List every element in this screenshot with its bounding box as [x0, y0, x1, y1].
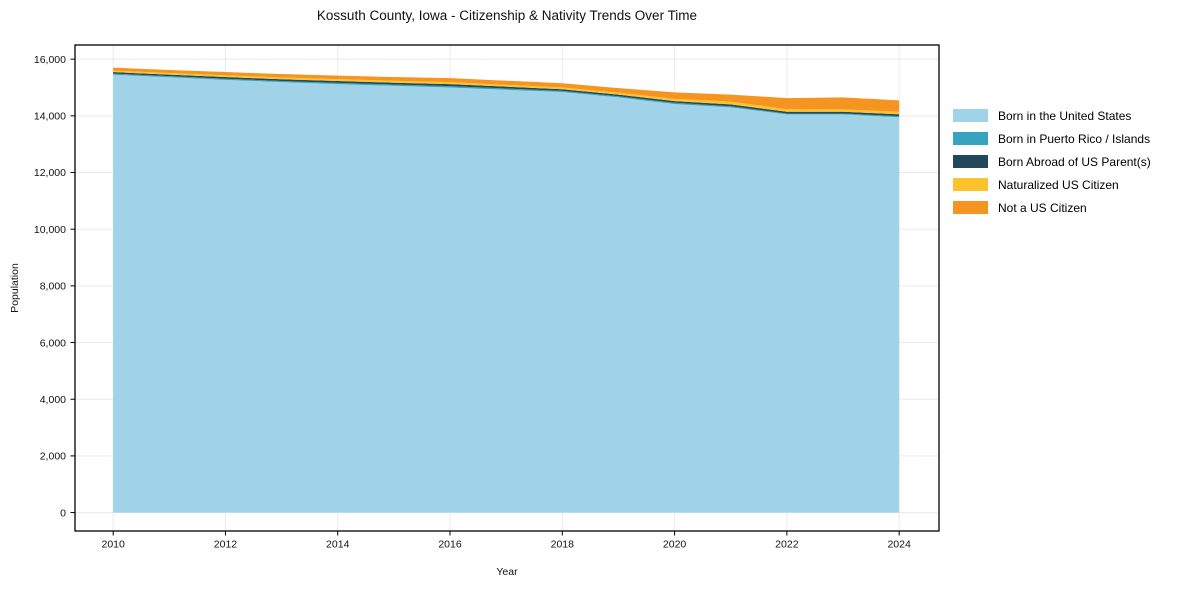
- y-tick-label: 16,000: [34, 54, 66, 66]
- legend-label: Not a US Citizen: [998, 200, 1087, 215]
- y-tick-label: 2,000: [40, 451, 66, 463]
- area-series-3: [113, 72, 900, 117]
- legend: Born in the United States Born in Puerto …: [953, 104, 1151, 219]
- x-tick-label: 2012: [214, 539, 238, 551]
- legend-label: Born Abroad of US Parent(s): [998, 154, 1151, 169]
- x-tick-label: 2016: [438, 539, 462, 551]
- chart-title: Kossuth County, Iowa - Citizenship & Nat…: [316, 8, 698, 23]
- legend-entry: Born in Puerto Rico / Islands: [953, 127, 1151, 150]
- legend-entry: Not a US Citizen: [953, 196, 1151, 219]
- legend-swatch-icon: [953, 201, 988, 214]
- area-series-4: [113, 70, 900, 115]
- x-tick-label: 2018: [551, 539, 575, 551]
- legend-entry: Born in the United States: [953, 104, 1151, 127]
- y-tick-label: 4,000: [40, 394, 66, 406]
- y-tick-label: 12,000: [34, 167, 66, 179]
- y-tick-label: 6,000: [40, 337, 66, 349]
- legend-swatch-icon: [953, 155, 988, 168]
- legend-label: Naturalized US Citizen: [998, 177, 1119, 192]
- plot-frame: [74, 44, 940, 532]
- x-axis-label: Year: [496, 566, 518, 578]
- legend-entry: Born Abroad of US Parent(s): [953, 150, 1151, 173]
- x-tick-label: 2022: [775, 539, 799, 551]
- area-series-2: [113, 73, 900, 118]
- y-tick-label: 0: [60, 507, 66, 519]
- legend-swatch-icon: [953, 132, 988, 145]
- legend-entry: Naturalized US Citizen: [953, 173, 1151, 196]
- area-series-5: [113, 67, 900, 112]
- y-tick-label: 8,000: [40, 281, 66, 293]
- legend-label: Born in the United States: [998, 108, 1132, 123]
- x-tick-label: 2014: [326, 539, 350, 551]
- legend-swatch-icon: [953, 178, 988, 191]
- x-tick-label: 2024: [887, 539, 911, 551]
- y-tick-label: 14,000: [34, 111, 66, 123]
- y-tick-label: 10,000: [34, 224, 66, 236]
- x-tick-label: 2020: [663, 539, 687, 551]
- legend-label: Born in Puerto Rico / Islands: [998, 131, 1151, 146]
- legend-swatch-icon: [953, 109, 988, 122]
- area-series-1: [113, 74, 900, 513]
- x-tick-label: 2010: [101, 539, 125, 551]
